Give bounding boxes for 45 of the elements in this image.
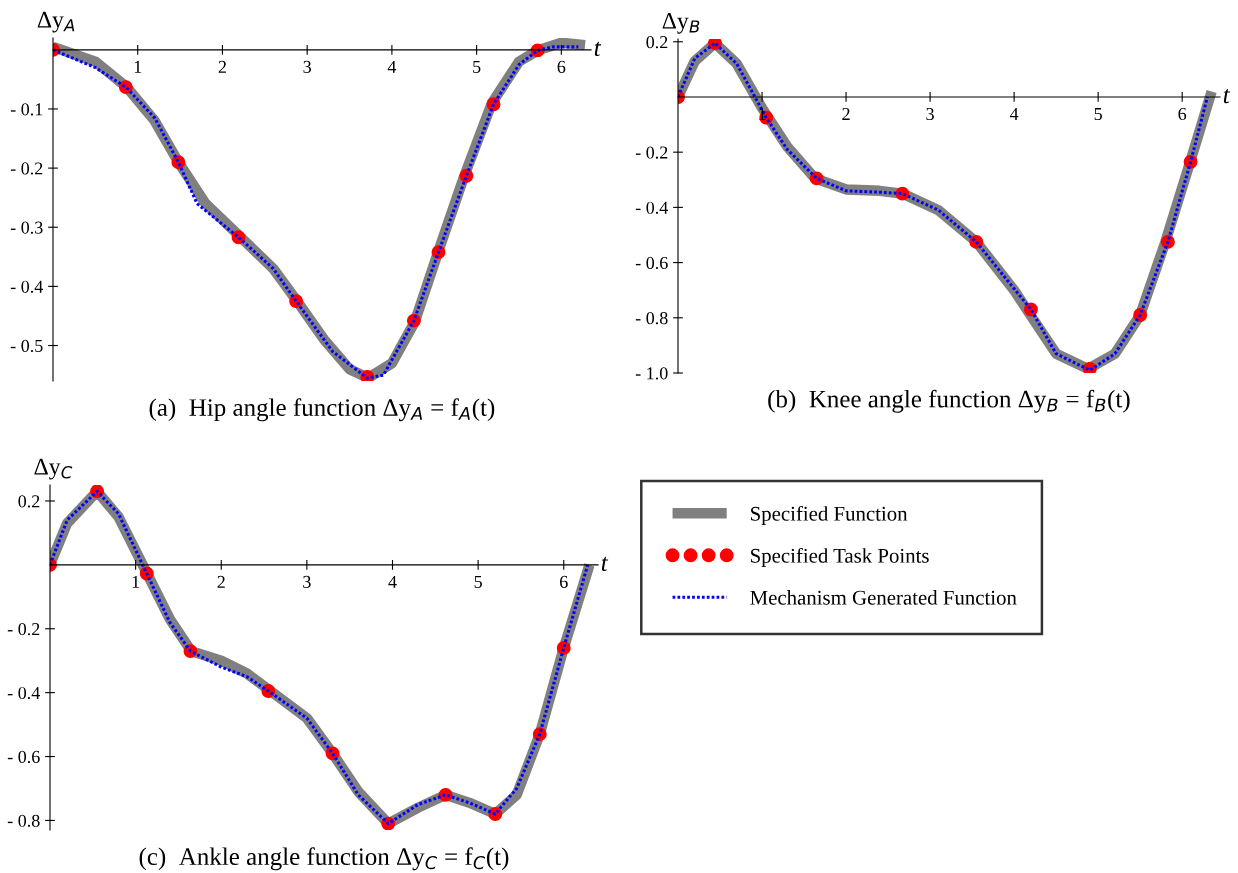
y-tick-label: - 0.5 xyxy=(10,339,43,353)
y-axis-title: Δy$_{B}$ xyxy=(662,12,700,34)
x-tick-label: 1 xyxy=(132,575,140,588)
x-tick-label: 3 xyxy=(926,107,934,121)
x-tick-label: 5 xyxy=(1094,108,1102,121)
x-tick-label: 2 xyxy=(842,107,850,120)
x-tick-label: 6 xyxy=(557,60,566,73)
x-axis-title: t xyxy=(601,556,609,572)
y-tick-label: - 0.6 xyxy=(7,750,40,764)
legend-label: Mechanism Generated Function xyxy=(750,590,1017,605)
y-tick-label: 0.2 xyxy=(646,36,668,49)
y-tick-label: - 0.3 xyxy=(10,221,43,234)
y-tick-label: - 0.4 xyxy=(7,686,40,700)
y-tick-label: - 0.4 xyxy=(635,201,668,214)
y-tick-label: - 0.2 xyxy=(10,162,43,175)
y-tick-label: - 0.1 xyxy=(10,103,43,116)
x-tick-label: 5 xyxy=(473,60,481,73)
text: (c) Ankle angle function Δy$_{C}$ = f$_{C}$(t) xyxy=(139,847,509,871)
y-tick-label: - 0.2 xyxy=(7,623,40,636)
x-tick-label: 1 xyxy=(134,60,142,73)
x-tick-label: 2 xyxy=(217,575,225,588)
x-axis-title: t xyxy=(1223,88,1231,104)
x-tick-label: 6 xyxy=(560,575,568,588)
x-tick-label: 2 xyxy=(218,60,226,73)
y-tick-label: - 0.4 xyxy=(10,280,43,293)
x-tick-label: 4 xyxy=(1009,108,1019,120)
legend-label: Specified Task Points xyxy=(751,547,929,568)
x-tick-label: 3 xyxy=(303,60,311,73)
text: (b) Knee angle function Δy$_{B}$ = f$_{B}$(t) xyxy=(768,389,1130,413)
x-tick-label: 5 xyxy=(474,575,482,588)
y-tick-label: - 0.8 xyxy=(635,312,668,325)
y-tick-label: 0.2 xyxy=(18,495,40,508)
y-tick-label: - 0.6 xyxy=(635,256,668,270)
x-axis-title: t xyxy=(594,41,602,57)
y-tick-label: - 1.0 xyxy=(635,367,668,380)
text: (a) Hip angle function Δy$_{A}$ = f$_{A}$(t) xyxy=(149,398,495,422)
y-axis-title: Δy$_{C}$ xyxy=(34,458,73,480)
y-tick-label: - 0.8 xyxy=(7,814,40,827)
y-axis-title: Δy$_{A}$ xyxy=(37,11,75,33)
x-tick-label: 6 xyxy=(1178,107,1187,121)
x-tick-label: 4 xyxy=(388,575,397,588)
y-tick-label: - 0.2 xyxy=(635,146,668,159)
x-tick-label: 4 xyxy=(387,60,397,73)
legend-label: Specified Function xyxy=(751,505,908,526)
x-tick-label: 3 xyxy=(303,575,311,588)
